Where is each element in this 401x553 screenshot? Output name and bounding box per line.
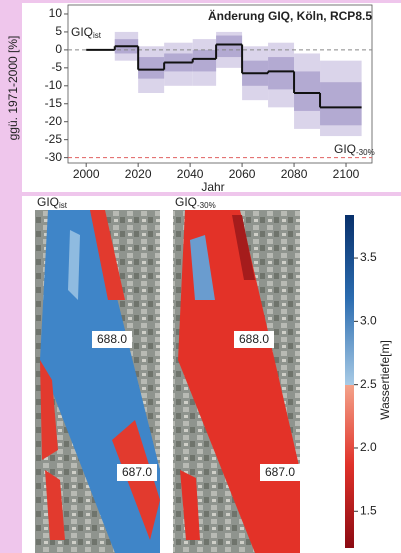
band <box>216 35 243 58</box>
map-panel <box>35 210 160 553</box>
y-axis-label: ggü. 1971-2000 [%] <box>6 36 20 141</box>
x-tick-label: 2020 <box>125 167 152 181</box>
colorbar-tick-label: 2.0 <box>360 440 377 454</box>
band <box>294 71 321 111</box>
y-tick-label: 10 <box>49 6 63 20</box>
x-tick-label: 2060 <box>229 167 256 181</box>
river-red <box>90 210 125 300</box>
divider <box>22 192 401 196</box>
x-tick-label: 2040 <box>177 167 204 181</box>
colorbar <box>345 215 354 548</box>
panel-title-text: GIQ <box>37 195 59 209</box>
river-red <box>40 360 58 460</box>
map-label: 688.0 <box>239 332 269 346</box>
y-tick-label: 5 <box>55 24 62 38</box>
label-box <box>92 331 132 348</box>
river-dark <box>232 215 255 280</box>
colorbar-tick-label: 3.0 <box>360 314 377 328</box>
x-axis-label: Jahr <box>201 180 224 194</box>
top-strip <box>22 0 401 3</box>
y-tick-label: -10 <box>45 78 63 92</box>
map-label: 687.0 <box>265 465 295 479</box>
label-box <box>260 464 300 481</box>
y-tick-label: -15 <box>45 96 63 110</box>
annotation-sub: -30% <box>356 148 375 157</box>
label-box <box>234 331 274 348</box>
y-tick-label: -30 <box>45 150 63 164</box>
colorbar-tick-label: 1.5 <box>360 503 377 517</box>
annotation-text: GIQ <box>334 142 356 156</box>
x-tick-label: 2100 <box>333 167 360 181</box>
river-red <box>45 470 65 540</box>
colorbar-label: Wassertiefe[m] <box>378 340 392 420</box>
band <box>268 57 295 90</box>
x-tick-label: 2000 <box>73 167 100 181</box>
band <box>192 49 217 72</box>
river-blue <box>190 235 215 300</box>
colorbar-tick-label: 3.5 <box>360 250 377 264</box>
colorbar-tick-label: 2.5 <box>360 377 377 391</box>
panel-title: GIQist <box>37 195 68 210</box>
panel-title-text: GIQ <box>175 195 197 209</box>
annotation: GIQ-30% <box>334 142 375 157</box>
y-tick-label: -25 <box>45 132 63 146</box>
annotation-text: GIQ <box>71 25 93 39</box>
panel-title: GIQ-30% <box>175 195 216 210</box>
panel-title-sub: -30% <box>197 201 216 210</box>
band <box>320 82 362 126</box>
annotation-sub: ist <box>93 31 102 40</box>
band <box>138 57 165 79</box>
river-light <box>68 230 80 300</box>
side-strip <box>0 0 22 553</box>
step-chart: Änderung GIQ, Köln, RCP8.5 ggü. 1971-200… <box>6 4 375 194</box>
y-tick-label: 0 <box>55 42 62 56</box>
label-box <box>117 464 157 481</box>
map-label: 688.0 <box>97 332 127 346</box>
panel-title-sub: ist <box>59 201 68 210</box>
plot-layer <box>68 31 372 159</box>
y-tick-label: -5 <box>51 60 62 74</box>
river-red <box>180 470 200 540</box>
map-label: 687.0 <box>122 465 152 479</box>
x-tick-label: 2080 <box>281 167 308 181</box>
y-tick-label: -20 <box>45 114 63 128</box>
annotation: GIQist <box>71 25 102 40</box>
chart-title: Änderung GIQ, Köln, RCP8.5 <box>208 8 372 23</box>
map-panel <box>173 210 300 553</box>
